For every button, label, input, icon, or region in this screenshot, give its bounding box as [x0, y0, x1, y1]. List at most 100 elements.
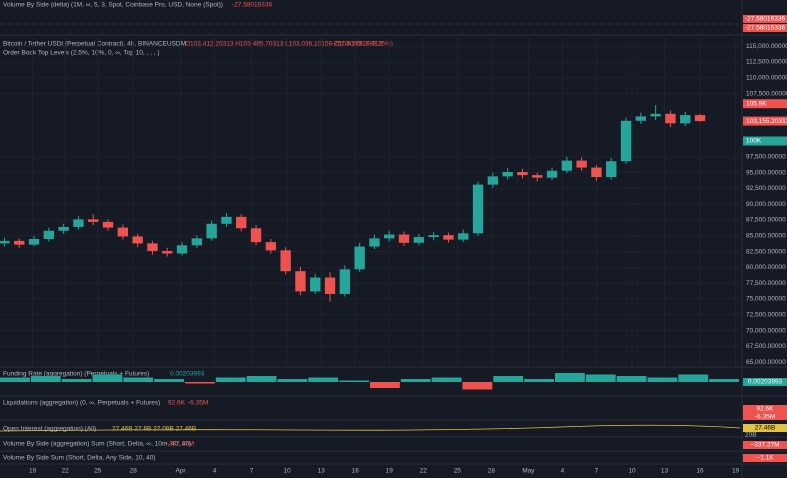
candle-body [117, 227, 129, 237]
funding-bar [647, 377, 678, 382]
candle-body [162, 250, 173, 254]
badge-text: -27.58016336 [745, 16, 786, 23]
x-tick-label: 16 [696, 468, 704, 475]
x-tick-label: 10 [284, 468, 292, 475]
candle-body [458, 233, 469, 240]
candle-body [147, 243, 158, 251]
y-tick-label: 85,000.00000 [746, 233, 786, 240]
funding-bar [616, 376, 647, 382]
indicator-label: Open Interest (aggregation) (All) [3, 426, 96, 433]
candle-body [369, 238, 380, 247]
x-tick-label: 7 [250, 468, 254, 475]
indicator-label: Funding Rate (aggregation) (Perpetuals +… [3, 371, 149, 378]
funding-bar [339, 380, 369, 382]
badge [743, 24, 787, 32]
x-tick-label: 22 [62, 468, 70, 475]
badge-text: −1.1K [756, 455, 774, 462]
candle-body [28, 238, 40, 245]
candle-body [576, 160, 587, 168]
candle-body [517, 171, 528, 176]
price-badge [743, 136, 787, 146]
price-badge-text: 103,155.20313 [746, 118, 787, 125]
indicator-label: Volume By Side Sum (Short, Delta, Any Si… [3, 455, 155, 462]
funding-bar [30, 376, 61, 382]
y-tick-label: 75,000.00000 [746, 296, 786, 303]
x-tick-label: 22 [420, 468, 428, 475]
indicator-value: −337.27M [165, 441, 194, 448]
x-tick-label: 13 [661, 468, 669, 475]
badge-text: -6.35M [755, 414, 775, 421]
candle-body [561, 160, 573, 171]
y-tick-label: 65,000.00000 [746, 359, 786, 366]
candle-body [58, 226, 69, 231]
x-tick-label: May [522, 468, 535, 475]
badge-text: 0.00203993 [748, 379, 783, 386]
candle-body [502, 171, 513, 177]
badge-text: −337.27M [750, 442, 779, 449]
ohlc: O103,412.20313 H103,485.70313 L103,036.1… [185, 41, 382, 48]
candle-body [191, 238, 203, 246]
candle-body [546, 170, 558, 178]
candle-body [413, 237, 425, 243]
badge-text: 27.46B [755, 425, 776, 432]
candle-body [280, 250, 291, 272]
x-tick-label: 28 [488, 468, 496, 475]
badge [743, 378, 787, 386]
badge [743, 424, 787, 432]
funding-bar [0, 377, 30, 382]
candle-body [398, 234, 410, 243]
y-tick-label: 110,000.00000 [746, 75, 787, 82]
x-tick-label: 13 [318, 468, 326, 475]
price-badge-text: 100K [746, 138, 762, 145]
y-tick-label: 90,000.00000 [746, 201, 786, 208]
decor-line [0, 424, 741, 432]
candle-body [236, 216, 247, 229]
funding-bar [215, 377, 246, 382]
candle-body [295, 271, 306, 292]
candle-body [221, 216, 232, 224]
candle-body [384, 234, 395, 239]
candle-body [43, 230, 55, 239]
price-badge-text: 105.9K [746, 100, 767, 107]
badge [743, 441, 787, 449]
x-tick-label: 19 [386, 468, 394, 475]
funding-bar [246, 376, 277, 382]
y-tick-label: 70,000.00000 [746, 327, 786, 334]
candle-body [635, 116, 647, 121]
indicator-value: 92.6K [168, 400, 186, 407]
chart-title: Bitcoin / Tether USDt (Perpetual Contrac… [3, 41, 186, 48]
x-tick-label: 10 [628, 468, 636, 475]
candle-body [532, 175, 543, 178]
badge [743, 405, 787, 413]
candle-body [132, 236, 143, 244]
axis-label: 20B [745, 432, 757, 439]
indicator-label: Volume By Side (delta) (1M, ∞, 5, 3, Spo… [3, 2, 223, 9]
price-badge [743, 99, 787, 109]
x-tick-label: 16 [352, 468, 360, 475]
candle-body [14, 240, 25, 245]
candle-body [73, 219, 84, 227]
candle-body [354, 246, 365, 270]
x-tick-label: 28 [130, 468, 138, 475]
candle-body [0, 240, 10, 244]
x-tick-label: 4 [561, 468, 565, 475]
badge [743, 413, 787, 420]
badge [743, 454, 787, 462]
x-tick-label: 25 [94, 468, 102, 475]
indicator-value: 27.46B 27.6B 27.09B 27.46B [112, 426, 196, 433]
candle-body [176, 245, 188, 254]
price-badge [743, 116, 787, 126]
candle-body [680, 115, 691, 124]
y-tick-label: 112,500.00000 [746, 59, 787, 66]
funding-bar [61, 379, 92, 382]
candle-body [428, 235, 439, 238]
candle-body [606, 161, 617, 178]
funding-bar [308, 377, 339, 382]
x-tick-label: 4 [213, 468, 217, 475]
funding-bar [555, 373, 585, 382]
subtitle: Order Book Top Levels (2.5%, 10%, 0, ∞, … [3, 50, 160, 57]
funding-bar [493, 376, 524, 382]
y-tick-label: 77,500.00000 [746, 280, 786, 287]
